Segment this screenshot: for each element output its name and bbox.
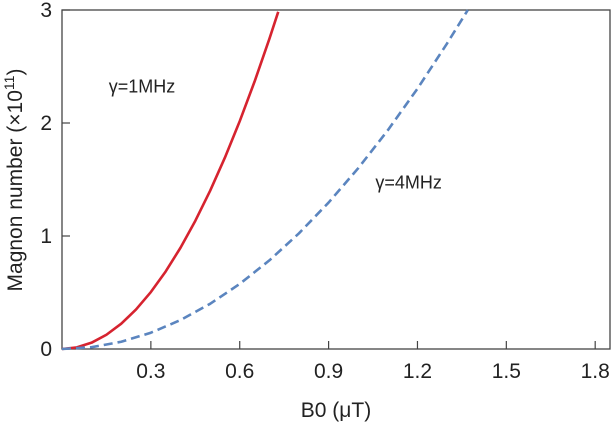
series-line-0	[61, 11, 280, 351]
y-tick-label: 3	[40, 0, 52, 22]
plot-frame	[61, 9, 611, 350]
x-axis-title: B0 (μT)	[301, 399, 371, 422]
x-tick-label: 0.6	[225, 360, 254, 383]
series-group	[61, 9, 469, 351]
y-axis-title: Magnon number (×1011)	[1, 69, 27, 292]
x-tick-label: 0.3	[136, 360, 165, 383]
series-line-1	[61, 9, 469, 351]
y-axis-title-suffix: )	[4, 69, 27, 76]
y-axis-title-exponent: 11	[1, 75, 17, 90]
series-labels: γ=1MHz γ=4MHz	[109, 76, 442, 192]
y-tick-label: 2	[40, 112, 52, 135]
x-tick-label: 1.2	[403, 360, 432, 383]
x-tick-label: 0.9	[314, 360, 343, 383]
y-axis-title-main: Magnon number (×10	[4, 90, 27, 291]
x-tick-label: 1.8	[581, 360, 610, 383]
series-label-0: γ=1MHz	[109, 76, 176, 96]
y-tick-label: 1	[40, 225, 52, 248]
x-tick-label: 1.5	[492, 360, 521, 383]
series-label-1: γ=4MHz	[375, 173, 442, 193]
y-tick-label: 0	[40, 338, 52, 361]
axis-ticks: 0.3 0.6 0.9 1.2 1.5 1.8 0 1 2 3	[40, 0, 609, 383]
